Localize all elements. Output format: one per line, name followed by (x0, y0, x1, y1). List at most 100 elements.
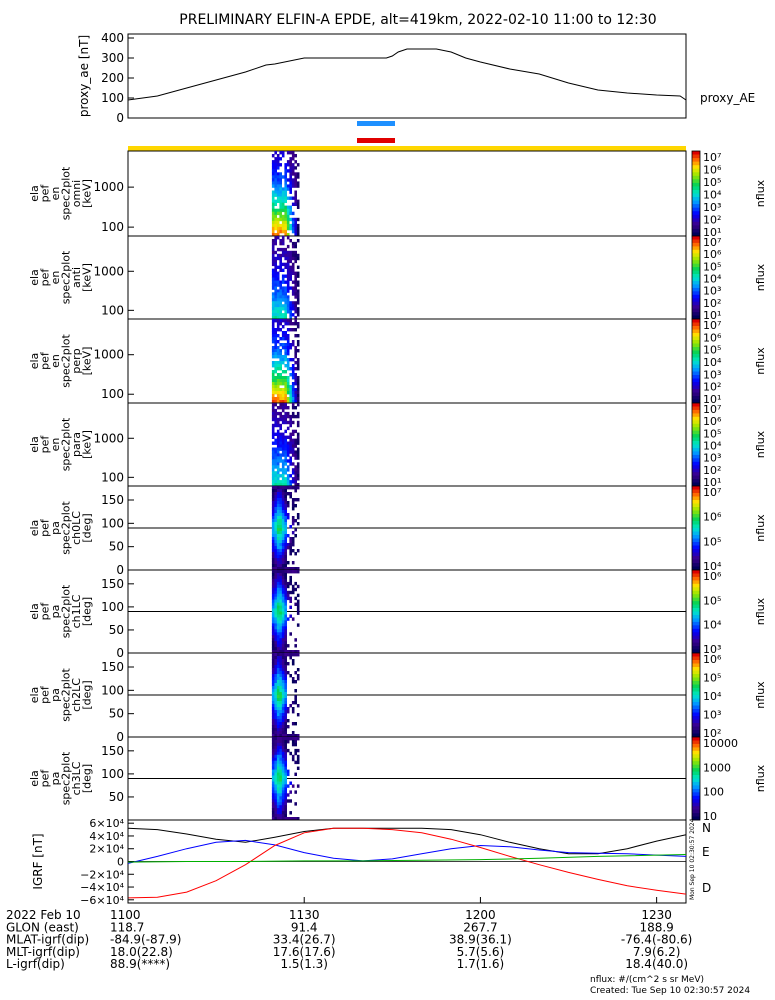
spec-pixel (279, 229, 282, 234)
x-row-value: 7.9(6.2) (633, 945, 681, 959)
panel-ylabel-word: pef (39, 351, 52, 370)
spec-pixel (274, 578, 277, 583)
colorbar-tick-label: 10¹ (703, 393, 721, 406)
spec-pixel (294, 256, 297, 261)
spec-pixel (279, 468, 282, 472)
spec-pixel (279, 593, 282, 598)
spec-pixel (274, 575, 277, 580)
ae-ylabel: proxy_ae [nT] (77, 35, 91, 117)
spec-pixel (271, 537, 275, 541)
colorbar-cell (692, 583, 700, 588)
colorbar-cell (692, 556, 700, 560)
spec-pixel (291, 196, 295, 200)
colorbar-cell (692, 747, 700, 752)
spec-pixel (274, 489, 277, 493)
x-row-value: 38.9(36.1) (449, 933, 512, 947)
spec-pixel (276, 751, 280, 756)
spec-pixel (279, 742, 282, 747)
spec-pixel (271, 325, 275, 329)
spec-pixel (271, 674, 275, 678)
spec-pixel (276, 740, 280, 744)
spec-pixel (284, 196, 287, 200)
panel-ylabel-word: ela (28, 520, 41, 537)
spec-pixel (279, 683, 282, 687)
spec-pixel (284, 301, 287, 305)
spec-pixel (286, 223, 290, 228)
spec-pixel (276, 334, 280, 338)
spec-pixel (276, 519, 280, 523)
spec-pixel (274, 391, 277, 395)
spec-pixel (281, 769, 285, 773)
colorbar-cell (692, 333, 700, 337)
spec-pixel (274, 301, 277, 305)
ytick-label: 0 (116, 730, 124, 744)
spec-pixel (296, 734, 300, 738)
spec-pixel (281, 564, 285, 568)
spec-pixel (286, 671, 290, 675)
spec-pixel (276, 659, 280, 663)
spec-pixel (281, 331, 285, 335)
spec-pixel (294, 680, 297, 684)
spec-pixel (271, 698, 275, 702)
spec-pixel (296, 611, 300, 615)
spec-pixel (276, 692, 280, 696)
spec-pixel (281, 531, 285, 535)
spec-pixel (276, 163, 280, 167)
spec-pixel (274, 719, 277, 723)
spec-pixel (281, 778, 285, 782)
spec-pixel (284, 713, 287, 717)
spec-pixel (279, 564, 282, 568)
spec-pixel (294, 695, 297, 699)
spec-pixel (276, 349, 280, 353)
spec-pixel (291, 184, 295, 188)
spec-pixel (279, 707, 282, 711)
colorbar-cell (692, 437, 700, 442)
colorbar-cell (692, 221, 700, 226)
spec-pixel (271, 769, 275, 773)
spec-pixel (291, 722, 295, 726)
spec-pixel (271, 417, 275, 422)
x-row-value: 118.7 (110, 920, 144, 934)
spec-pixel (284, 247, 287, 252)
spec-pixel (296, 229, 300, 234)
spec-pixel (284, 510, 287, 514)
spec-pixel (271, 546, 275, 550)
spec-pixel (289, 250, 292, 255)
colorbar-cell (692, 270, 700, 275)
spec-pixel (284, 519, 287, 523)
spec-pixel (271, 653, 275, 657)
spec-pixel (291, 280, 295, 284)
ytick-label: 100 (101, 767, 124, 781)
colorbar-cell (692, 204, 700, 209)
spec-pixel (279, 584, 282, 589)
spec-pixel (281, 408, 285, 413)
spec-pixel (286, 465, 290, 469)
spec-pixel (281, 722, 285, 726)
spec-pixel (271, 570, 275, 574)
spec-pixel (274, 632, 277, 636)
spec-pixel (294, 304, 297, 308)
spec-pixel (279, 157, 282, 161)
igrf-ytick-label: 4×10⁴ (89, 830, 124, 843)
spec-pixel (276, 668, 280, 672)
colorbar-label: nflux (754, 764, 767, 792)
colorbar-cell (692, 709, 700, 713)
spec-pixel (271, 656, 275, 660)
spec-pixel (284, 799, 287, 803)
spec-pixel (271, 250, 275, 255)
panel-ylabel-word: ch0LC (70, 511, 83, 545)
spec-pixel (271, 480, 275, 484)
spec-pixel (276, 172, 280, 176)
spec-pixel (279, 343, 282, 347)
spec-pixel (279, 611, 282, 615)
spec-panel-2: 100010010⁷10⁶10⁵10⁴10³10²10¹nfluxelapefe… (28, 235, 767, 322)
spec-pixel (289, 388, 292, 392)
colorbar-cell (692, 716, 700, 720)
colorbar-tick-label: 10⁵ (703, 535, 721, 548)
spec-pixel (296, 382, 300, 386)
colorbar-cell (692, 444, 700, 449)
spec-pixel (274, 217, 277, 222)
spec-pixel (271, 555, 275, 559)
spec-pixel (279, 686, 282, 690)
spec-pixel (274, 641, 277, 645)
